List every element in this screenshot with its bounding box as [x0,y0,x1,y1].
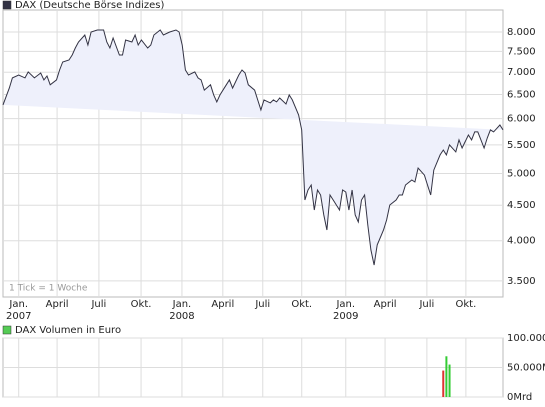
y-tick-label: 4.500 [507,200,536,211]
x-tick-label: Jan. [335,299,355,310]
y-tick-label: 7.000 [507,67,536,78]
y-tick-label: 3.500 [507,276,536,287]
y-tick-label: 0Mrd [507,392,532,403]
volume-bar [448,364,451,397]
y-tick-label: 6.500 [507,90,536,101]
x-tick-label: Juli [90,299,106,310]
legend-label: DAX (Deutsche Börse Indizes) [15,0,164,11]
x-tick-label: Okt. [291,299,312,310]
x-tick-label: April [211,299,234,310]
year-label: 2009 [333,311,358,322]
y-tick-label: 50.000M [507,363,545,374]
year-label: 2008 [169,311,194,322]
x-tick-label: Jan. [8,299,28,310]
y-tick-label: 7.500 [507,46,536,57]
legend-label: DAX Volumen in Euro [15,325,121,336]
x-tick-label: Juli [254,299,270,310]
volume-bar [442,370,445,397]
y-tick-label: 4.000 [507,236,536,247]
y-tick-label: 8.000 [507,27,536,38]
x-tick-label: April [46,299,69,310]
x-tick-label: Juli [418,299,434,310]
annotation: 1 Tick = 1 Woche [9,284,88,294]
legend-swatch [2,325,12,335]
y-tick-label: 5.500 [507,140,536,151]
x-tick-label: Okt. [456,299,477,310]
x-tick-label: April [374,299,397,310]
volume-bar [445,356,448,397]
y-tick-label: 5.000 [507,169,536,180]
x-tick-label: Okt. [131,299,152,310]
y-tick-label: 6.000 [507,114,536,125]
price-line [2,29,504,266]
area-fill [3,30,503,265]
year-label: 2007 [6,311,31,322]
x-tick-label: Jan. [172,299,192,310]
legend-swatch [2,0,12,10]
y-tick-label: 100.000 [507,333,545,344]
